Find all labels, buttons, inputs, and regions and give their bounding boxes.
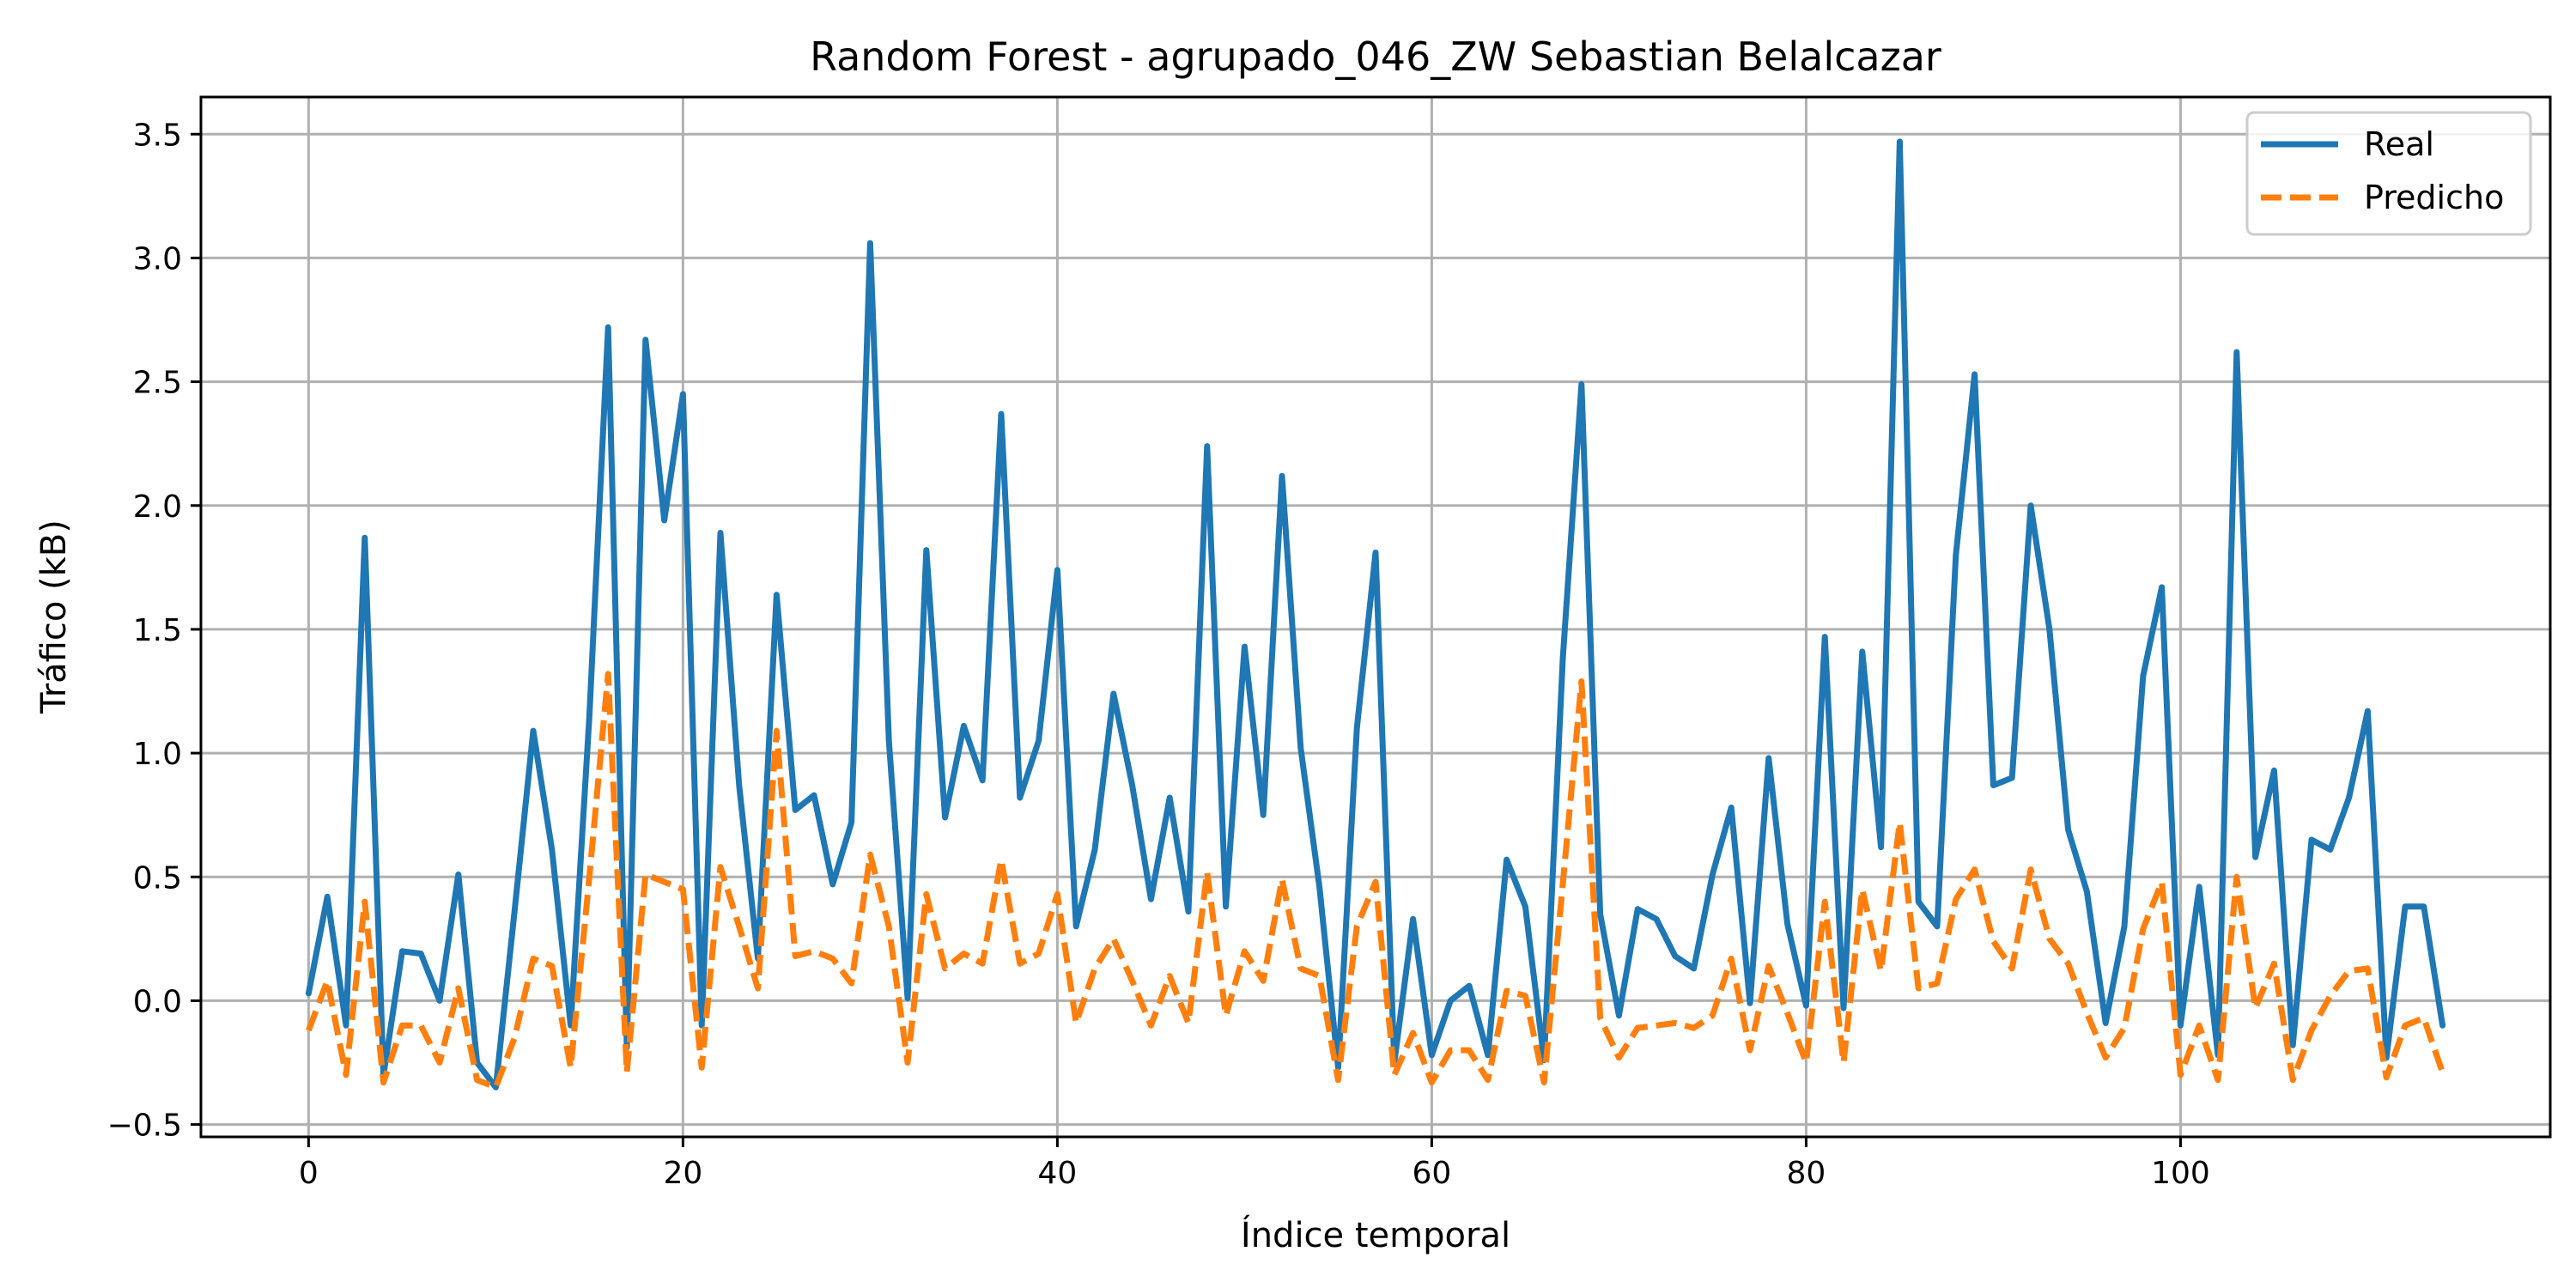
x-tick-label: 40 — [1037, 1156, 1077, 1191]
y-tick-label: 2.0 — [133, 489, 182, 525]
legend-predicho-label: Predicho — [2364, 179, 2504, 216]
x-tick-label: 60 — [1412, 1156, 1451, 1191]
plot-frame — [199, 95, 2552, 1139]
y-tick-label: 3.5 — [133, 118, 182, 153]
y-tick-label: 3.0 — [133, 241, 182, 276]
x-axis-label: Índice temporal — [1241, 1214, 1510, 1255]
chart-title: Random Forest - agrupado_046_ZW Sebastia… — [810, 33, 1941, 80]
y-axis: −0.5 0.0 0.5 1.0 1.5 2.0 2.5 3.0 3.5 — [107, 118, 201, 1144]
y-tick-label: 0.0 — [133, 984, 182, 1019]
x-axis: 0 20 40 60 80 100 — [299, 1137, 2210, 1191]
y-tick-label: 0.5 — [133, 860, 182, 896]
series-line-predicho — [306, 671, 2445, 1091]
legend-real-label: Real — [2364, 125, 2434, 163]
y-tick-label: 2.5 — [133, 366, 182, 401]
x-tick-label: 80 — [1787, 1156, 1826, 1191]
x-tick-label: 20 — [663, 1156, 702, 1191]
y-tick-label: −0.5 — [107, 1109, 182, 1144]
x-tick-label: 0 — [299, 1156, 319, 1191]
y-tick-label: 1.0 — [133, 737, 182, 772]
legend: Real Predicho — [2245, 111, 2532, 236]
y-tick-label: 1.5 — [133, 613, 182, 648]
series-layer — [305, 138, 2446, 1091]
series-line-real — [305, 138, 2446, 1091]
x-tick-label: 100 — [2151, 1156, 2210, 1191]
y-axis-label: Tráfico (kB) — [34, 519, 74, 714]
